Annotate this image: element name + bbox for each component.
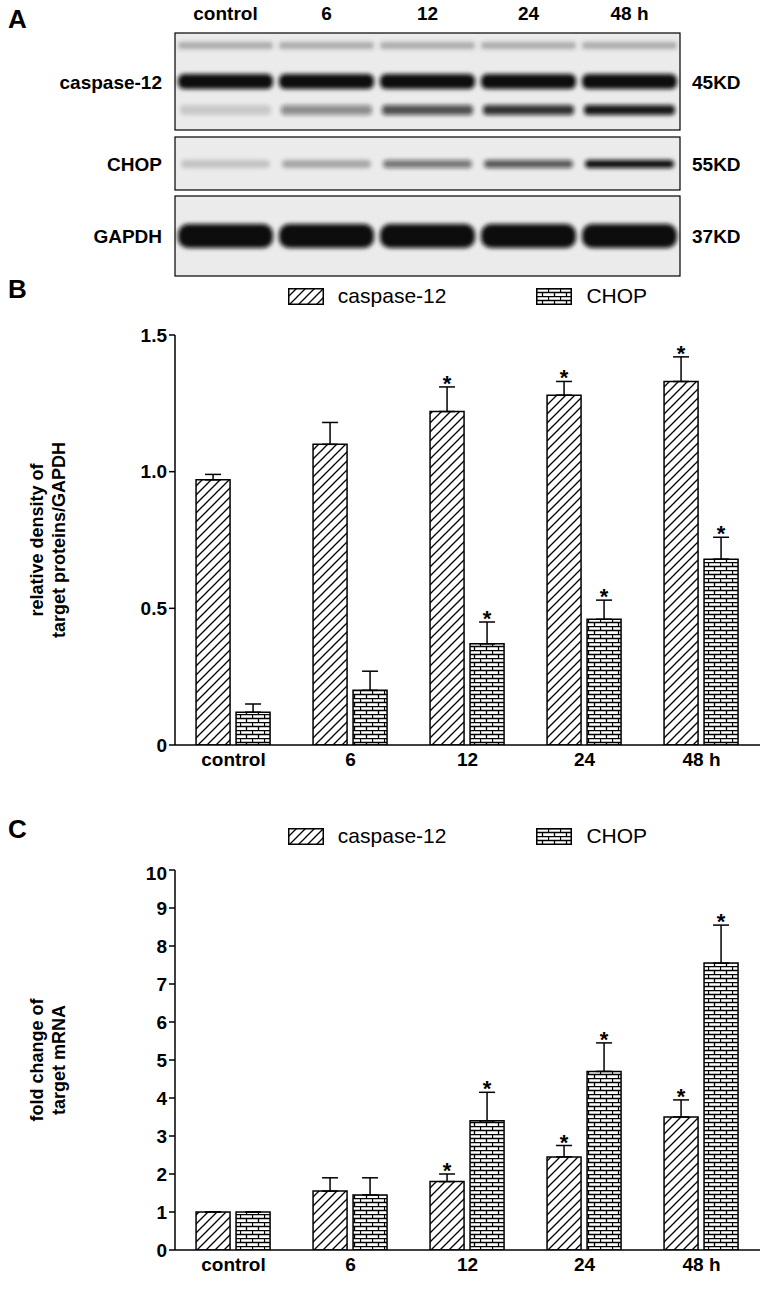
svg-text:*: * <box>677 1084 686 1109</box>
html-text:B: B <box>8 274 27 304</box>
svg-text:1.5: 1.5 <box>141 325 168 346</box>
svg-text:*: * <box>600 1027 609 1052</box>
svg-text:6: 6 <box>345 1254 356 1275</box>
svg-text:6: 6 <box>156 1012 167 1033</box>
svg-text:4: 4 <box>156 1088 167 1109</box>
svg-text:*: * <box>717 521 726 546</box>
svg-text:*: * <box>560 1130 569 1155</box>
svg-text:0.5: 0.5 <box>141 598 168 619</box>
html-text:target proteins/GAPDH: target proteins/GAPDH <box>49 442 69 638</box>
svg-text:0: 0 <box>156 735 167 756</box>
svg-text:48 h: 48 h <box>682 1254 720 1275</box>
svg-text:2: 2 <box>156 1164 167 1185</box>
svg-text:6: 6 <box>321 3 332 24</box>
svg-text:*: * <box>560 365 569 390</box>
html-text:relative density of: relative density of <box>27 463 47 617</box>
svg-text:1: 1 <box>156 1202 167 1223</box>
svg-text:0: 0 <box>156 1240 167 1261</box>
svg-text:*: * <box>443 1158 452 1183</box>
svg-text:*: * <box>483 606 492 631</box>
svg-text:control: control <box>201 749 265 770</box>
html-text:caspase-12: caspase-12 <box>337 284 447 307</box>
svg-text:5: 5 <box>156 1050 167 1071</box>
svg-text:A: A <box>8 4 27 34</box>
svg-text:10: 10 <box>146 863 167 884</box>
html-text:caspase-12: caspase-12 <box>337 824 447 847</box>
svg-text:caspase-12: caspase-12 <box>60 72 162 93</box>
svg-text:48 h: 48 h <box>610 3 648 24</box>
svg-text:24: 24 <box>574 749 596 770</box>
html-text:CHOP: CHOP <box>586 284 648 307</box>
svg-text:24: 24 <box>574 1254 596 1275</box>
svg-text:1.0: 1.0 <box>141 461 167 482</box>
svg-text:12: 12 <box>457 1254 478 1275</box>
html-text:C: C <box>8 814 27 844</box>
svg-text:*: * <box>443 371 452 396</box>
svg-text:6: 6 <box>345 749 356 770</box>
svg-text:37KD: 37KD <box>692 226 741 247</box>
svg-text:24: 24 <box>518 3 540 24</box>
svg-text:*: * <box>600 584 609 609</box>
svg-text:7: 7 <box>156 974 167 995</box>
svg-text:9: 9 <box>156 898 167 919</box>
svg-text:3: 3 <box>156 1126 167 1147</box>
svg-text:GAPDH: GAPDH <box>93 226 162 247</box>
svg-text:*: * <box>483 1076 492 1101</box>
svg-text:48 h: 48 h <box>682 749 720 770</box>
svg-text:*: * <box>717 909 726 934</box>
html-text:fold change of: fold change of <box>27 998 47 1122</box>
svg-text:12: 12 <box>417 3 438 24</box>
html-text:CHOP: CHOP <box>586 824 648 847</box>
svg-text:control: control <box>193 3 257 24</box>
svg-text:45KD: 45KD <box>692 72 741 93</box>
html-text:target mRNA: target mRNA <box>49 1005 69 1115</box>
svg-text:CHOP: CHOP <box>107 154 162 175</box>
svg-text:55KD: 55KD <box>692 154 741 175</box>
svg-text:control: control <box>201 1254 265 1275</box>
svg-text:8: 8 <box>156 936 167 957</box>
svg-text:12: 12 <box>457 749 478 770</box>
svg-text:*: * <box>677 341 686 366</box>
